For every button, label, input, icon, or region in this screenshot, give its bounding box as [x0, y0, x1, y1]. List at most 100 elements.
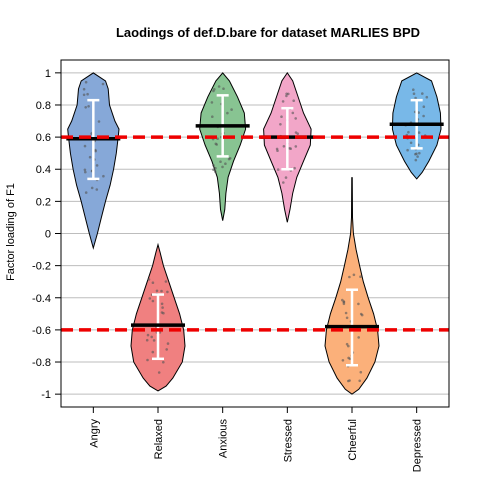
data-point	[166, 290, 169, 294]
data-point	[422, 114, 425, 118]
data-point	[352, 273, 356, 277]
y-tick-label: 0.4	[36, 164, 51, 176]
data-point	[414, 96, 417, 100]
data-point	[217, 85, 221, 88]
data-point	[82, 93, 86, 97]
data-point	[285, 94, 288, 98]
data-point	[294, 117, 298, 120]
y-tick-label: -0.4	[32, 293, 51, 305]
data-point	[342, 302, 346, 306]
data-point	[284, 176, 288, 179]
data-point	[155, 289, 159, 293]
data-point	[101, 82, 105, 86]
x-tick-label: Anxious	[218, 419, 230, 459]
data-point	[102, 174, 105, 178]
data-point	[148, 297, 152, 300]
data-point	[417, 131, 421, 134]
data-point	[84, 106, 87, 109]
data-point	[226, 111, 229, 115]
data-point	[359, 275, 362, 279]
gridlines	[61, 72, 449, 395]
data-point	[146, 333, 150, 337]
data-point	[210, 101, 214, 104]
data-point	[227, 157, 231, 161]
data-point	[285, 92, 288, 96]
violin-stressed	[260, 72, 315, 223]
data-point	[161, 306, 164, 309]
violin-anxious	[195, 72, 250, 221]
data-point	[357, 302, 360, 306]
data-point	[219, 160, 222, 163]
data-point	[406, 148, 409, 152]
y-tick-label: -1	[41, 389, 51, 401]
data-point	[214, 166, 217, 170]
data-point	[214, 142, 218, 146]
axes: Angry Relaxed Anxious Stressed Cheerful Depre…	[32, 59, 450, 472]
reference-lines	[61, 135, 449, 332]
data-point	[145, 338, 149, 342]
x-tick-label: Cheerful	[347, 419, 359, 461]
data-point	[421, 92, 424, 95]
data-point	[409, 141, 413, 145]
data-point	[152, 339, 156, 342]
x-tick-label: Angry	[88, 419, 100, 448]
data-point	[414, 158, 418, 162]
data-point	[88, 155, 92, 159]
data-point	[166, 342, 170, 345]
data-point	[341, 359, 345, 362]
data-point	[280, 115, 283, 118]
data-point	[87, 105, 90, 108]
data-point	[84, 191, 88, 194]
data-point	[230, 108, 233, 111]
data-point	[345, 316, 349, 320]
data-point	[211, 115, 214, 118]
x-tick-label: Depressed	[412, 419, 424, 472]
y-tick-label: 0	[45, 229, 51, 241]
y-tick-label: 0.2	[36, 196, 51, 208]
data-point	[212, 168, 215, 171]
data-point	[293, 166, 296, 170]
data-point	[412, 88, 415, 91]
data-point	[160, 289, 163, 293]
y-tick-label: 0.8	[36, 100, 51, 112]
data-point	[150, 335, 153, 339]
data-point	[347, 356, 350, 360]
data-point	[360, 313, 364, 317]
data-point	[418, 151, 421, 155]
data-point	[358, 379, 362, 383]
data-point	[412, 92, 416, 95]
data-point	[83, 144, 87, 148]
data-point	[151, 281, 155, 285]
data-point	[151, 299, 155, 303]
plot-area	[66, 72, 444, 395]
data-point	[212, 164, 215, 167]
data-point	[162, 311, 165, 315]
chart-title: Laodings of def.D.bare for dataset MARLI…	[116, 25, 420, 40]
data-point	[415, 152, 418, 155]
violin-depressed	[389, 72, 444, 180]
data-point	[95, 164, 99, 167]
y-tick-label: -0.6	[32, 325, 51, 337]
data-point	[359, 370, 363, 374]
data-point	[147, 278, 151, 281]
data-point	[348, 275, 351, 279]
violin-cheerful	[324, 177, 380, 395]
data-point	[282, 145, 286, 148]
data-point	[157, 371, 161, 374]
y-tick-label: 1	[45, 68, 51, 80]
data-point	[221, 165, 224, 169]
data-point	[213, 88, 216, 91]
y-tick-label: -0.8	[32, 357, 51, 369]
data-point	[422, 105, 426, 108]
data-point	[95, 188, 99, 191]
data-point	[357, 336, 361, 339]
data-point	[146, 358, 149, 362]
violin-angry	[66, 72, 121, 250]
data-point	[94, 149, 97, 153]
data-point	[294, 131, 298, 134]
data-point	[151, 350, 155, 354]
data-point	[214, 170, 217, 173]
data-point	[294, 145, 298, 148]
data-point	[90, 186, 94, 190]
